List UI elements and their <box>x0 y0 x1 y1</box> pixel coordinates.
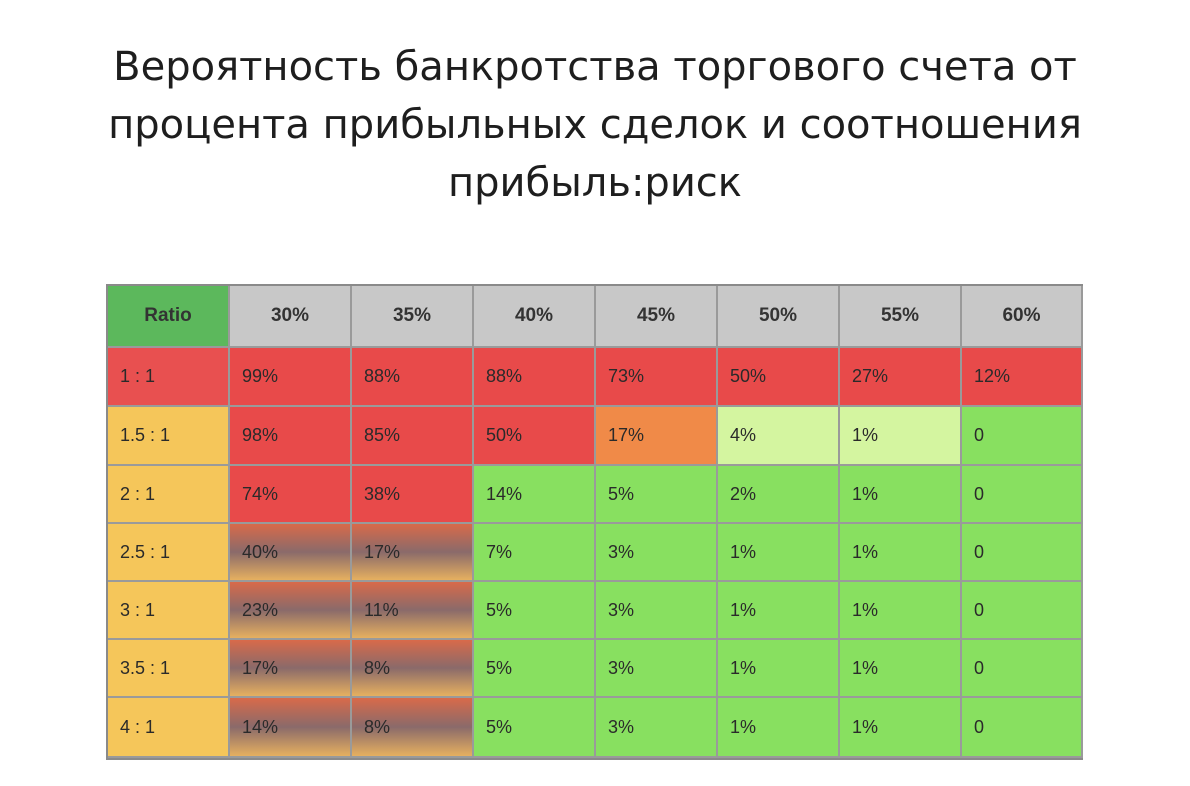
table-cell: 3% <box>596 524 718 582</box>
row-label: 2.5 : 1 <box>108 524 230 582</box>
table-cell: 88% <box>474 348 596 407</box>
table-cell: 0 <box>962 582 1083 640</box>
table-cell: 1% <box>718 524 840 582</box>
column-header: 60% <box>962 286 1083 348</box>
table-cell: 17% <box>352 524 474 582</box>
table-cell: 1% <box>718 698 840 758</box>
column-header: 30% <box>230 286 352 348</box>
chart-title: Вероятность банкротства торгового счета … <box>0 38 1190 212</box>
table-cell: 3% <box>596 640 718 698</box>
table-cell: 7% <box>474 524 596 582</box>
table-cell: 8% <box>352 698 474 758</box>
table-cell: 1% <box>840 524 962 582</box>
table-cell: 85% <box>352 407 474 466</box>
row-label: 1 : 1 <box>108 348 230 407</box>
row-label: 3.5 : 1 <box>108 640 230 698</box>
column-header: 35% <box>352 286 474 348</box>
table-cell: 27% <box>840 348 962 407</box>
table-cell: 17% <box>596 407 718 466</box>
table-cell: 3% <box>596 582 718 640</box>
title-line-3: прибыль:риск <box>448 160 742 206</box>
row-label: 3 : 1 <box>108 582 230 640</box>
table-cell: 40% <box>230 524 352 582</box>
table-cell: 23% <box>230 582 352 640</box>
table-cell: 17% <box>230 640 352 698</box>
table-cell: 1% <box>718 582 840 640</box>
table-cell: 73% <box>596 348 718 407</box>
probability-table: Ratio 30% 35% 40% 45% 50% 55% 60% 1 : 1 99% 88% 88%… <box>106 284 1083 760</box>
title-line-1: Вероятность банкротства торгового счета … <box>113 44 1077 90</box>
column-header: 50% <box>718 286 840 348</box>
row-label: 4 : 1 <box>108 698 230 758</box>
table-cell: 1% <box>840 640 962 698</box>
table-cell: 1% <box>840 698 962 758</box>
table-cell: 50% <box>718 348 840 407</box>
table-cell: 5% <box>474 582 596 640</box>
table-cell: 1% <box>840 407 962 466</box>
table-cell: 5% <box>474 698 596 758</box>
table-cell: 0 <box>962 698 1083 758</box>
column-header: 45% <box>596 286 718 348</box>
column-header: 40% <box>474 286 596 348</box>
table-cell: 1% <box>718 640 840 698</box>
table-cell: 8% <box>352 640 474 698</box>
table-cell: 5% <box>474 640 596 698</box>
table-cell: 4% <box>718 407 840 466</box>
table-cell: 0 <box>962 466 1083 524</box>
row-label: 2 : 1 <box>108 466 230 524</box>
table-cell: 1% <box>840 466 962 524</box>
table-cell: 50% <box>474 407 596 466</box>
table-cell: 1% <box>840 582 962 640</box>
table-cell: 74% <box>230 466 352 524</box>
corner-label: Ratio <box>108 286 230 348</box>
title-line-2: процента прибыльных сделок и соотношения <box>108 102 1082 148</box>
table-cell: 12% <box>962 348 1083 407</box>
table-cell: 98% <box>230 407 352 466</box>
table-cell: 5% <box>596 466 718 524</box>
table-cell: 3% <box>596 698 718 758</box>
table-cell: 38% <box>352 466 474 524</box>
table-cell: 0 <box>962 524 1083 582</box>
table-cell: 11% <box>352 582 474 640</box>
table-cell: 14% <box>474 466 596 524</box>
table-cell: 14% <box>230 698 352 758</box>
row-label: 1.5 : 1 <box>108 407 230 466</box>
table-cell: 88% <box>352 348 474 407</box>
table-cell: 2% <box>718 466 840 524</box>
column-header: 55% <box>840 286 962 348</box>
table-cell: 99% <box>230 348 352 407</box>
table-cell: 0 <box>962 407 1083 466</box>
table-cell: 0 <box>962 640 1083 698</box>
